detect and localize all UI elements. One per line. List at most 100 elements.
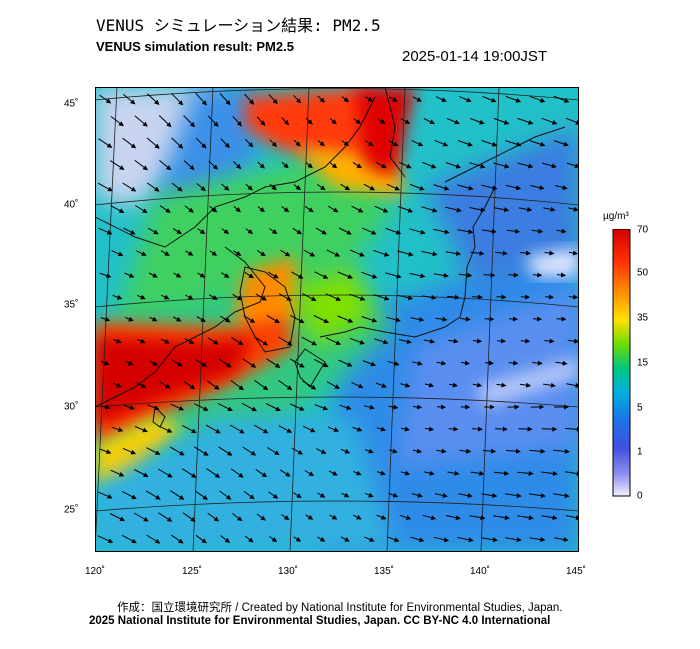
wind-arrow bbox=[519, 382, 532, 388]
wind-arrow bbox=[221, 228, 230, 234]
wind-arrow bbox=[110, 469, 125, 477]
wind-arrow bbox=[256, 249, 266, 257]
wind-arrow bbox=[397, 294, 414, 301]
wind-arrow bbox=[542, 162, 557, 169]
wind-arrow bbox=[471, 426, 483, 432]
wind-arrow bbox=[351, 381, 364, 389]
wind-arrow bbox=[220, 535, 231, 543]
wind-arrow bbox=[136, 294, 146, 300]
wind-arrow bbox=[400, 470, 411, 476]
wind-arrow bbox=[233, 161, 242, 170]
wind-arrow bbox=[351, 205, 364, 213]
wind-arrow bbox=[279, 469, 291, 477]
wind-arrow bbox=[314, 404, 329, 411]
wind-arrow bbox=[421, 206, 438, 213]
wind-arrow bbox=[365, 492, 374, 498]
colorbar-label-35: 35 bbox=[637, 312, 649, 324]
wind-arrow bbox=[388, 139, 399, 147]
wind-arrow bbox=[388, 404, 399, 410]
wind-arrow bbox=[290, 403, 305, 411]
wind-arrow bbox=[194, 403, 209, 411]
wind-arrow bbox=[111, 250, 124, 257]
wind-arrow bbox=[493, 470, 510, 476]
wind-arrow bbox=[254, 336, 269, 346]
wind-arrow bbox=[122, 447, 137, 455]
wind-arrow bbox=[135, 205, 148, 214]
wind-arrow bbox=[278, 293, 292, 301]
wind-arrow bbox=[122, 182, 137, 192]
wind-arrow bbox=[256, 513, 266, 521]
wind-arrow bbox=[98, 491, 113, 499]
wind-arrow bbox=[206, 380, 220, 390]
wind-arrow bbox=[424, 382, 435, 388]
wind-arrow bbox=[373, 294, 390, 301]
wind-arrow bbox=[349, 249, 365, 257]
wind-arrow bbox=[121, 534, 137, 544]
wind-arrow bbox=[541, 117, 558, 125]
wind-arrow bbox=[304, 470, 315, 477]
wind-arrow bbox=[412, 448, 423, 454]
wind-arrow bbox=[241, 402, 257, 412]
wind-arrow bbox=[197, 228, 206, 235]
wind-arrow bbox=[517, 470, 534, 476]
wind-arrow bbox=[266, 447, 280, 456]
wind-arrow bbox=[157, 468, 173, 478]
wind-arrow bbox=[305, 514, 314, 520]
wind-arrow bbox=[170, 490, 185, 500]
wind-arrow bbox=[183, 115, 196, 128]
wind-arrow bbox=[257, 161, 265, 169]
wind-arrow bbox=[505, 537, 522, 543]
wind-arrow bbox=[399, 514, 412, 520]
wind-arrow bbox=[496, 338, 506, 344]
wind-arrow bbox=[146, 534, 161, 544]
wind-arrow bbox=[541, 426, 558, 432]
wind-arrow bbox=[553, 95, 570, 103]
wind-arrow bbox=[377, 470, 386, 476]
colorbar-label-1: 1 bbox=[637, 446, 643, 458]
field-green-korea bbox=[290, 267, 375, 347]
wind-arrow bbox=[484, 316, 495, 322]
wind-arrow bbox=[352, 426, 363, 432]
wind-arrow bbox=[134, 115, 148, 127]
wind-arrow bbox=[387, 536, 400, 542]
wind-arrow bbox=[411, 492, 423, 498]
wind-arrow bbox=[123, 404, 135, 410]
wind-arrow bbox=[326, 249, 341, 257]
wind-arrow bbox=[255, 293, 267, 301]
wind-arrow bbox=[448, 426, 459, 432]
wind-arrow bbox=[412, 404, 423, 410]
wind-arrow bbox=[374, 338, 389, 345]
wind-arrow bbox=[281, 514, 290, 521]
wind-arrow bbox=[232, 115, 242, 127]
wind-arrow bbox=[328, 470, 338, 476]
credit-line-1: 作成：国立環境研究所 / Created by National Institu… bbox=[117, 602, 563, 614]
map-border bbox=[95, 87, 579, 552]
wind-arrow bbox=[183, 160, 195, 171]
wind-arrow bbox=[291, 447, 304, 455]
wind-arrow bbox=[400, 118, 411, 124]
wind-arrow bbox=[436, 448, 447, 454]
wind-arrow bbox=[160, 338, 170, 344]
wind-arrow bbox=[172, 359, 183, 367]
wind-arrow bbox=[281, 161, 289, 169]
wind-arrow bbox=[245, 183, 253, 191]
wind-arrow bbox=[291, 271, 304, 279]
wind-arrow bbox=[373, 249, 390, 257]
wind-arrow bbox=[158, 512, 173, 522]
wind-arrow bbox=[256, 116, 266, 126]
wind-arrow bbox=[553, 493, 570, 499]
wind-arrow bbox=[519, 250, 531, 256]
wind-arrow bbox=[409, 272, 426, 279]
wind-arrow bbox=[361, 271, 378, 279]
field-vlow-east bbox=[395, 287, 579, 467]
wind-arrow bbox=[100, 316, 111, 322]
wind-arrow bbox=[470, 470, 485, 476]
colorbar bbox=[612, 229, 631, 497]
wind-arrow bbox=[149, 316, 158, 322]
wind-arrow bbox=[315, 227, 327, 235]
wind-arrow bbox=[529, 493, 546, 499]
wind-arrow bbox=[134, 159, 149, 171]
wind-arrow bbox=[376, 514, 387, 520]
wind-arrow bbox=[531, 228, 544, 234]
wind-arrow bbox=[508, 272, 519, 278]
